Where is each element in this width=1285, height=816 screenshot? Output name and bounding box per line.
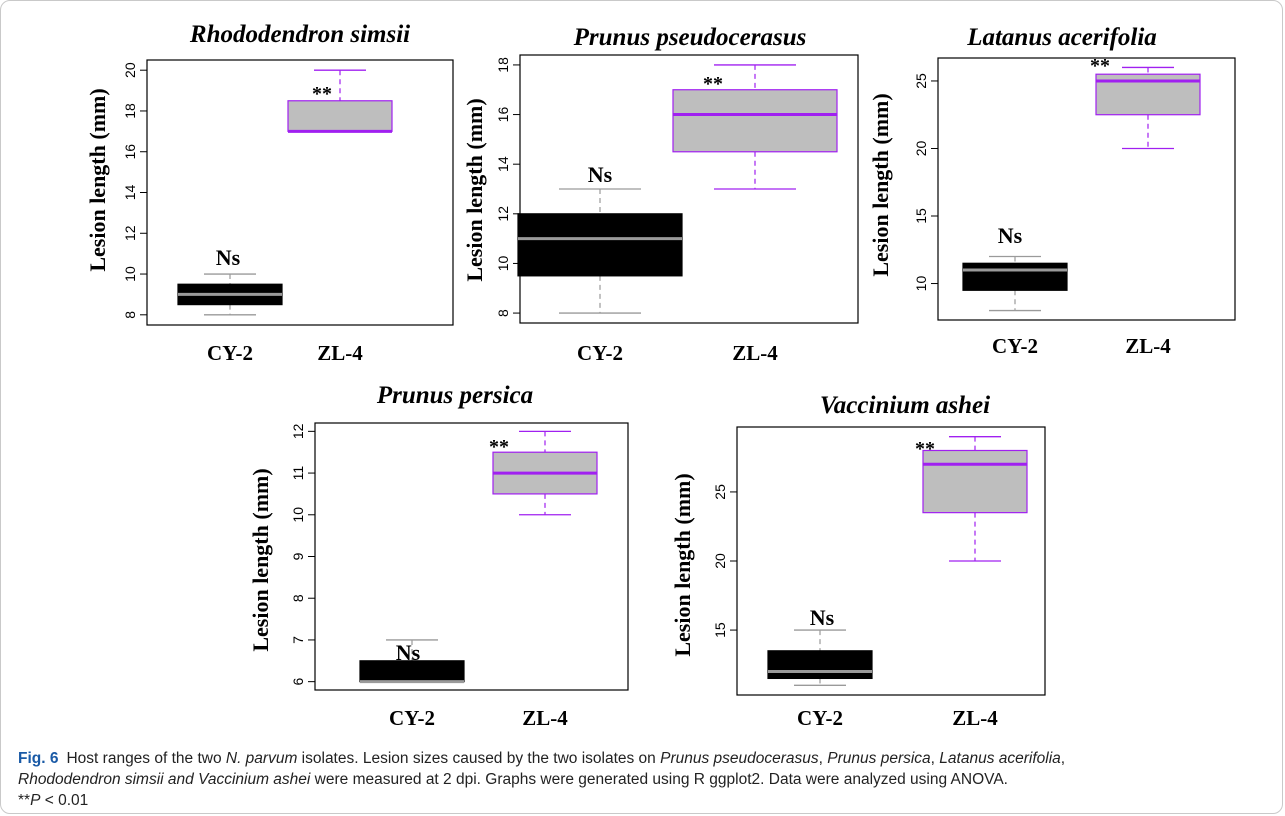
y-tick-label: 10	[495, 255, 511, 271]
y-tick-label: 14	[122, 185, 138, 201]
x-tick-label: CY-2	[207, 341, 253, 365]
boxes	[517, 64, 838, 314]
y-axis-label: Lesion length (mm)	[248, 468, 273, 651]
y-tick-label: 20	[122, 62, 138, 78]
panel-vaccinium-ashei: Vaccinium ashei Lesion length (mm) 15 20 2…	[670, 392, 1046, 730]
y-tick-label: 20	[913, 140, 929, 156]
caption-p-symbol: P	[30, 792, 41, 809]
caption-text: ,	[1060, 750, 1066, 767]
box-iqr	[517, 213, 683, 277]
caption-text: isolates. Lesion sizes caused by the two…	[297, 750, 661, 767]
caption-text: Host ranges of the two	[66, 750, 226, 767]
box-iqr	[672, 89, 838, 153]
boxes	[962, 66, 1201, 312]
x-tick-label: ZL-4	[522, 706, 568, 730]
annotation-significance: **	[489, 436, 509, 458]
caption-text: ,	[930, 750, 940, 767]
figure-caption: Fig. 6 Host ranges of the two N. parvum i…	[18, 748, 1268, 811]
y-axis: 6 7 8 9 10 11 12	[290, 423, 316, 686]
y-tick-label: 15	[712, 622, 728, 638]
y-tick-label: 6	[290, 678, 306, 686]
y-tick-label: 10	[290, 507, 306, 523]
y-tick-label: 18	[495, 57, 511, 73]
y-tick-label: 12	[122, 225, 138, 241]
caption-species: Latanus acerifolia	[939, 750, 1061, 767]
y-tick-label: 11	[290, 466, 306, 481]
y-tick-label: 18	[122, 103, 138, 119]
annotation-ns: Ns	[998, 223, 1023, 248]
y-axis-label: Lesion length (mm)	[868, 93, 893, 276]
y-tick-label: 25	[712, 484, 728, 500]
box-iqr	[287, 100, 393, 132]
y-tick-label: 8	[495, 309, 511, 317]
annotation-significance: **	[1090, 55, 1110, 77]
caption-species: Prunus pseudocerasus	[660, 750, 819, 767]
caption-species: Rhododendron simsii and Vaccinium ashei	[18, 771, 311, 788]
figure-number: Fig. 6	[18, 750, 59, 767]
annotation-significance: **	[703, 73, 723, 95]
panel-title: Prunus pseudocerasus	[573, 24, 807, 51]
box-iqr	[922, 449, 1028, 514]
caption-species: N. parvum	[225, 750, 298, 767]
box-iqr	[962, 262, 1068, 291]
y-axis: 10 15 20 25	[913, 73, 939, 292]
caption-text: ,	[818, 750, 828, 767]
y-axis: 8 10 12 14 16 18 20	[122, 62, 148, 319]
panel-prunus-pseudocerasus: Prunus pseudocerasus Lesion length (mm) …	[462, 24, 859, 365]
panel-title: Prunus persica	[376, 382, 533, 409]
panel-rhododendron-simsii: Rhododendron simsii Lesion length (mm) 8…	[85, 21, 454, 365]
panel-prunus-persica: Prunus persica Lesion length (mm) 6 7 8 9 10…	[248, 382, 629, 730]
y-tick-label: 10	[913, 276, 929, 292]
y-tick-label: 20	[712, 553, 728, 569]
annotation-ns: Ns	[588, 162, 613, 187]
y-axis: 8 10 12 14 16 18	[495, 57, 521, 317]
x-tick-label: ZL-4	[1125, 334, 1171, 358]
y-tick-label: 8	[290, 594, 306, 602]
x-tick-label: ZL-4	[317, 341, 363, 365]
y-tick-label: 16	[495, 107, 511, 123]
box-iqr	[767, 650, 873, 680]
x-tick-label: ZL-4	[732, 341, 778, 365]
y-tick-label: 7	[290, 636, 306, 644]
y-tick-label: 15	[913, 208, 929, 224]
y-tick-label: 25	[913, 73, 929, 89]
caption-text: were measured at 2 dpi. Graphs were gene…	[310, 771, 1008, 788]
y-tick-label: 10	[122, 266, 138, 282]
caption-species: Prunus persica	[827, 750, 931, 767]
y-axis-label: Lesion length (mm)	[462, 98, 487, 281]
y-axis-label: Lesion length (mm)	[85, 88, 110, 271]
annotation-significance: **	[312, 83, 332, 105]
y-axis-label: Lesion length (mm)	[670, 473, 695, 656]
figure-plots: Rhododendron simsii Lesion length (mm) 8…	[85, 21, 1236, 730]
boxes	[359, 430, 598, 684]
y-tick-label: 12	[290, 423, 306, 439]
panel-title: Vaccinium ashei	[820, 392, 990, 419]
caption-text: < 0.01	[40, 792, 89, 809]
x-tick-label: CY-2	[389, 706, 435, 730]
annotation-ns: Ns	[810, 605, 835, 630]
x-tick-label: CY-2	[797, 706, 843, 730]
x-tick-label: CY-2	[577, 341, 623, 365]
y-tick-label: 9	[290, 552, 306, 560]
x-tick-label: ZL-4	[952, 706, 998, 730]
x-tick-label: CY-2	[992, 334, 1038, 358]
boxes	[767, 436, 1028, 686]
annotation-significance: **	[915, 438, 935, 460]
boxes	[177, 69, 393, 316]
y-axis: 15 20 25	[712, 484, 738, 638]
annotation-ns: Ns	[396, 640, 421, 665]
y-tick-label: 14	[495, 156, 511, 172]
y-tick-label: 16	[122, 144, 138, 160]
panel-title: Latanus acerifolia	[966, 24, 1157, 51]
y-tick-label: 8	[122, 311, 138, 319]
panel-title: Rhododendron simsii	[189, 21, 410, 48]
annotation-ns: Ns	[216, 245, 241, 270]
panel-latanus-acerifolia: Latanus acerifolia Lesion length (mm) 10…	[868, 24, 1236, 358]
caption-text: **	[18, 792, 31, 809]
y-tick-label: 12	[495, 206, 511, 222]
